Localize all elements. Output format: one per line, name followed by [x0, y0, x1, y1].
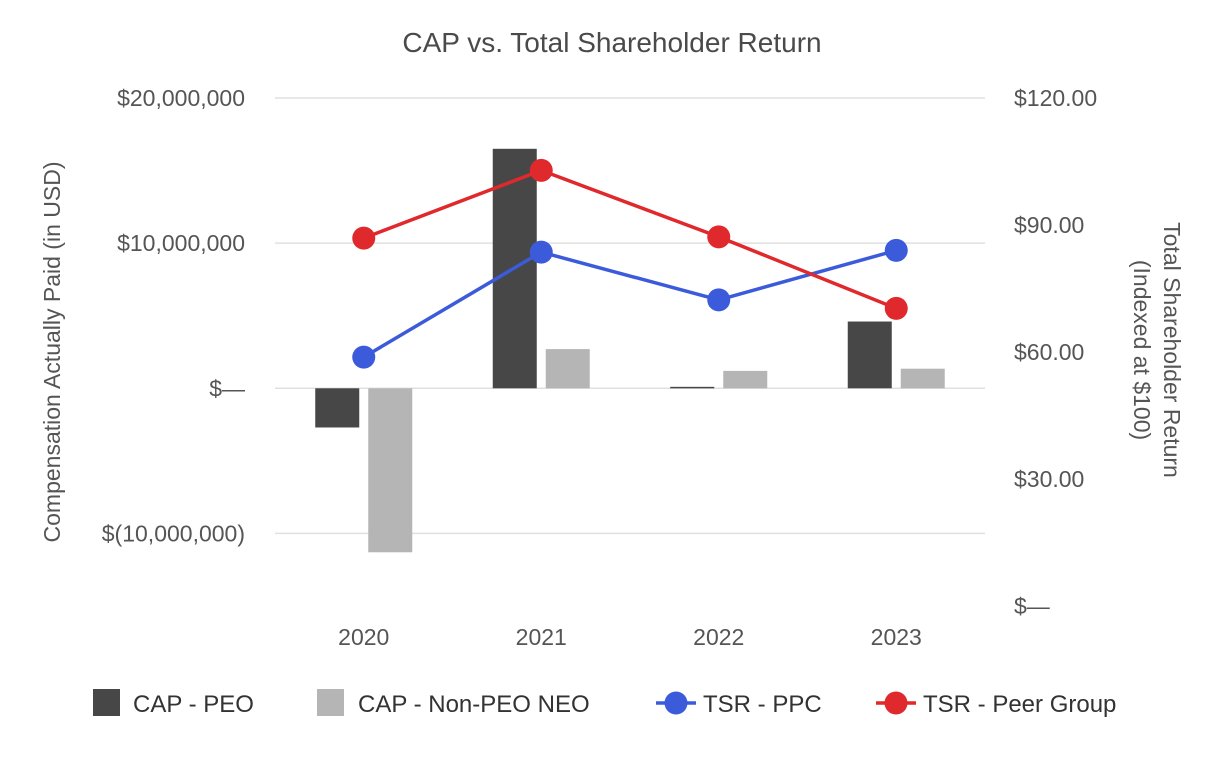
left-tick-label: $20,000,000: [117, 85, 245, 111]
bar-cap-peo-2023: [847, 321, 892, 389]
x-tick-label: 2023: [871, 624, 922, 650]
legend-marker-tsr-peer-group: [884, 691, 908, 715]
left-tick-label: $—: [209, 375, 245, 401]
right-tick-label: $30.00: [1014, 466, 1084, 492]
point-tsr-ppc-2022: [707, 288, 731, 312]
left-tick-label: $(10,000,000): [102, 520, 245, 546]
right-axis-ticks: $120.00 $90.00 $60.00 $30.00 $—: [1014, 85, 1097, 619]
x-tick-label: 2022: [693, 624, 744, 650]
legend-swatch-cap-non-peo-neo: [317, 689, 344, 716]
point-tsr-ppc-2023: [884, 238, 908, 262]
point-tsr-peer-group-2023: [884, 296, 908, 320]
legend-marker-tsr-ppc: [664, 691, 688, 715]
right-tick-label: $60.00: [1014, 339, 1084, 365]
lines: [352, 158, 908, 369]
bars: [315, 148, 945, 553]
point-tsr-peer-group-2022: [707, 225, 731, 249]
bar-cap-non-peo-neo-2021: [545, 349, 590, 389]
right-axis-label-line1: Total Shareholder Return: [1159, 222, 1185, 478]
x-tick-label: 2020: [338, 624, 389, 650]
bar-cap-non-peo-neo-2022: [723, 370, 768, 389]
right-axis-label-line2: (Indexed at $100): [1129, 260, 1155, 440]
x-tick-label: 2021: [516, 624, 567, 650]
legend: CAP - PEO CAP - Non-PEO NEO TSR - PPC TSR -…: [93, 689, 1116, 718]
chart-title: CAP vs. Total Shareholder Return: [402, 27, 821, 58]
point-tsr-ppc-2020: [352, 345, 376, 369]
right-tick-label: $—: [1014, 593, 1050, 619]
legend-label-tsr-peer-group: TSR - Peer Group: [923, 691, 1116, 718]
left-tick-label: $10,000,000: [117, 230, 245, 256]
bar-cap-peo-2022: [670, 386, 715, 389]
point-tsr-peer-group-2021: [529, 158, 553, 182]
line-tsr-ppc: [362, 248, 897, 359]
bar-cap-non-peo-neo-2020: [368, 388, 413, 553]
line-tsr-peer-group: [363, 168, 897, 311]
left-axis-ticks: $20,000,000 $10,000,000 $— $(10,000,000): [102, 85, 245, 546]
right-tick-label: $120.00: [1014, 85, 1097, 111]
bar-cap-peo-2020: [315, 388, 360, 428]
right-tick-label: $90.00: [1014, 212, 1084, 238]
legend-label-cap-non-peo-neo: CAP - Non-PEO NEO: [358, 691, 590, 718]
legend-label-tsr-ppc: TSR - PPC: [703, 691, 822, 718]
point-tsr-peer-group-2020: [352, 226, 376, 250]
legend-swatch-cap-peo: [93, 689, 120, 716]
left-axis-label: Compensation Actually Paid (in USD): [39, 162, 65, 543]
bar-cap-non-peo-neo-2023: [900, 368, 945, 389]
point-tsr-ppc-2021: [529, 240, 553, 264]
legend-label-cap-peo: CAP - PEO: [133, 691, 254, 718]
x-axis-ticks: 2020 2021 2022 2023: [338, 624, 922, 650]
